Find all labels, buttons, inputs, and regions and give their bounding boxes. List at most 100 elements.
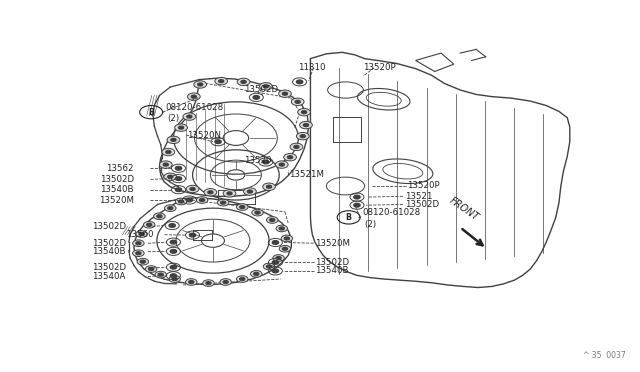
Circle shape bbox=[148, 267, 154, 270]
Text: 13521M: 13521M bbox=[289, 170, 324, 179]
Circle shape bbox=[221, 201, 226, 204]
Circle shape bbox=[215, 140, 221, 144]
Circle shape bbox=[187, 115, 192, 118]
Circle shape bbox=[237, 78, 250, 86]
Circle shape bbox=[244, 188, 256, 195]
Circle shape bbox=[279, 246, 291, 252]
Circle shape bbox=[215, 77, 228, 85]
Circle shape bbox=[179, 200, 184, 203]
Circle shape bbox=[140, 260, 145, 263]
Circle shape bbox=[158, 273, 163, 276]
Circle shape bbox=[298, 109, 310, 116]
Circle shape bbox=[247, 190, 252, 193]
Text: 13520P: 13520P bbox=[364, 63, 396, 72]
Circle shape bbox=[255, 211, 260, 214]
Circle shape bbox=[163, 163, 168, 166]
Circle shape bbox=[272, 260, 278, 264]
Circle shape bbox=[170, 265, 177, 269]
Circle shape bbox=[250, 270, 262, 277]
Circle shape bbox=[241, 80, 246, 83]
Circle shape bbox=[218, 199, 229, 206]
Text: 13520M: 13520M bbox=[315, 239, 350, 248]
Text: 13502D: 13502D bbox=[244, 85, 278, 94]
Circle shape bbox=[189, 280, 194, 283]
Circle shape bbox=[263, 263, 275, 270]
Circle shape bbox=[172, 278, 177, 280]
Text: FRONT: FRONT bbox=[447, 196, 481, 223]
Circle shape bbox=[301, 111, 307, 113]
Text: 13502D: 13502D bbox=[315, 258, 349, 267]
Circle shape bbox=[147, 223, 152, 226]
Circle shape bbox=[175, 198, 187, 205]
Circle shape bbox=[281, 235, 292, 242]
Circle shape bbox=[139, 232, 144, 235]
Circle shape bbox=[290, 143, 303, 151]
Text: (2): (2) bbox=[167, 114, 179, 123]
Circle shape bbox=[143, 221, 155, 228]
Circle shape bbox=[189, 233, 196, 237]
Circle shape bbox=[170, 274, 177, 278]
Text: 13540A: 13540A bbox=[92, 272, 125, 281]
Circle shape bbox=[269, 218, 275, 221]
Circle shape bbox=[175, 124, 188, 131]
Circle shape bbox=[227, 192, 232, 195]
Circle shape bbox=[164, 205, 176, 211]
Circle shape bbox=[279, 163, 284, 166]
Circle shape bbox=[170, 250, 177, 253]
Circle shape bbox=[190, 187, 195, 190]
Circle shape bbox=[295, 100, 300, 103]
Circle shape bbox=[137, 259, 148, 265]
Text: 13560: 13560 bbox=[125, 230, 153, 239]
Text: 08120-61028: 08120-61028 bbox=[165, 103, 223, 112]
Circle shape bbox=[175, 188, 182, 192]
Circle shape bbox=[252, 209, 263, 216]
Circle shape bbox=[200, 199, 205, 202]
Text: 13540B: 13540B bbox=[92, 247, 125, 256]
Circle shape bbox=[169, 224, 175, 227]
Text: B: B bbox=[346, 213, 351, 222]
Circle shape bbox=[136, 252, 141, 255]
Circle shape bbox=[179, 126, 184, 129]
Circle shape bbox=[169, 276, 180, 282]
Circle shape bbox=[272, 241, 278, 244]
Circle shape bbox=[294, 145, 299, 148]
Circle shape bbox=[175, 166, 182, 170]
Circle shape bbox=[157, 215, 162, 218]
Circle shape bbox=[162, 148, 175, 156]
Circle shape bbox=[219, 80, 224, 83]
Circle shape bbox=[191, 95, 196, 98]
Circle shape bbox=[208, 191, 213, 194]
Circle shape bbox=[276, 257, 281, 260]
Circle shape bbox=[136, 231, 147, 237]
Circle shape bbox=[266, 217, 278, 223]
Circle shape bbox=[240, 278, 245, 280]
Text: 13520: 13520 bbox=[244, 155, 271, 165]
Circle shape bbox=[188, 93, 200, 100]
Circle shape bbox=[183, 113, 196, 120]
Circle shape bbox=[354, 203, 360, 207]
Circle shape bbox=[223, 280, 228, 283]
Circle shape bbox=[296, 80, 303, 84]
Circle shape bbox=[253, 272, 259, 275]
Text: 13520P: 13520P bbox=[407, 182, 440, 190]
Circle shape bbox=[273, 255, 284, 261]
Circle shape bbox=[284, 154, 296, 161]
Circle shape bbox=[171, 138, 176, 141]
Circle shape bbox=[186, 279, 197, 285]
Circle shape bbox=[164, 173, 177, 180]
Circle shape bbox=[275, 161, 288, 168]
Circle shape bbox=[259, 83, 272, 90]
Circle shape bbox=[167, 136, 180, 144]
Circle shape bbox=[198, 83, 203, 86]
Circle shape bbox=[263, 85, 268, 88]
Circle shape bbox=[132, 240, 144, 247]
Circle shape bbox=[223, 190, 236, 197]
Circle shape bbox=[196, 197, 208, 203]
Circle shape bbox=[262, 183, 275, 190]
Circle shape bbox=[303, 124, 308, 126]
Text: ^ 35  0037: ^ 35 0037 bbox=[583, 351, 626, 360]
Circle shape bbox=[132, 250, 144, 257]
Circle shape bbox=[175, 177, 182, 180]
Circle shape bbox=[300, 135, 305, 138]
Circle shape bbox=[220, 279, 232, 285]
